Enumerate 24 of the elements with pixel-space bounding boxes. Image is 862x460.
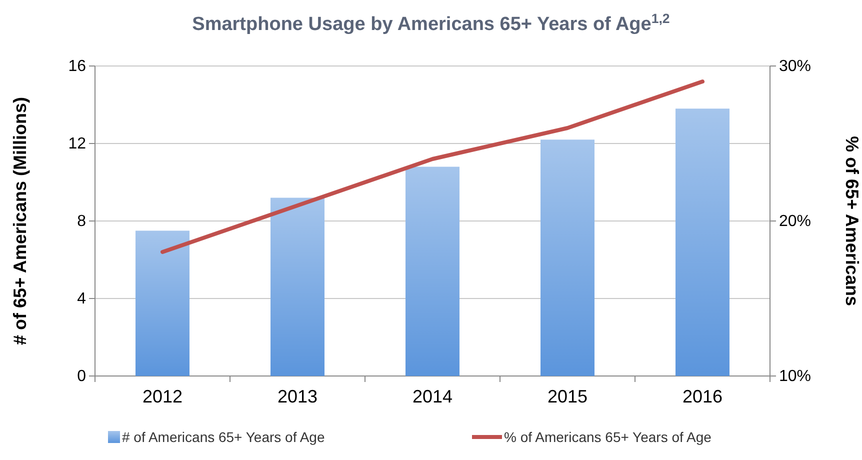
bar — [676, 108, 730, 376]
bar — [540, 140, 594, 376]
chart-title: Smartphone Usage by Americans 65+ Years of Age$^{1,2}$ — [192, 10, 670, 35]
y-tick-label: 4 — [77, 290, 86, 308]
y-tick-label: 8 — [77, 213, 86, 230]
x-tick-label: 2015 — [547, 386, 588, 406]
line-series — [160, 80, 704, 254]
y-tick-label: 12 — [68, 136, 86, 153]
bar — [270, 198, 324, 376]
y2-tick-label: 10% — [779, 368, 812, 386]
x-tick-label: 2014 — [412, 386, 453, 406]
x-tick-label: 2012 — [142, 386, 183, 406]
y-tick-label: 16 — [68, 58, 86, 76]
bar — [136, 230, 190, 376]
x-tick-label: 2013 — [277, 386, 318, 406]
legend-label: # of Americans 65+ Years of Age — [122, 429, 325, 445]
y-axis-title: # of 65+ Americans (Millions) — [10, 97, 30, 345]
legend-label: % of Americans 65+ Years of Age — [504, 429, 712, 445]
bar — [406, 166, 460, 376]
x-tick-label: 2016 — [682, 386, 723, 406]
y-tick-label: 0 — [77, 368, 86, 386]
y2-tick-label: 20% — [779, 213, 812, 230]
y2-tick-label: 30% — [779, 58, 812, 76]
y2-axis-title: % of 65+ Americans — [842, 136, 862, 306]
